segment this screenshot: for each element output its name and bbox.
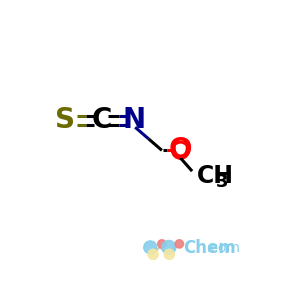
Circle shape: [148, 249, 158, 260]
Circle shape: [144, 241, 157, 254]
Text: N: N: [122, 106, 146, 134]
Circle shape: [175, 240, 184, 248]
Text: S: S: [56, 106, 75, 134]
Circle shape: [158, 240, 166, 248]
Circle shape: [164, 249, 174, 260]
Text: CH: CH: [197, 164, 234, 188]
Text: .com: .com: [207, 241, 241, 255]
Circle shape: [162, 240, 176, 254]
Text: Chem: Chem: [183, 239, 236, 257]
Text: O: O: [169, 136, 192, 164]
Text: 3: 3: [216, 172, 228, 190]
Text: C: C: [91, 106, 112, 134]
